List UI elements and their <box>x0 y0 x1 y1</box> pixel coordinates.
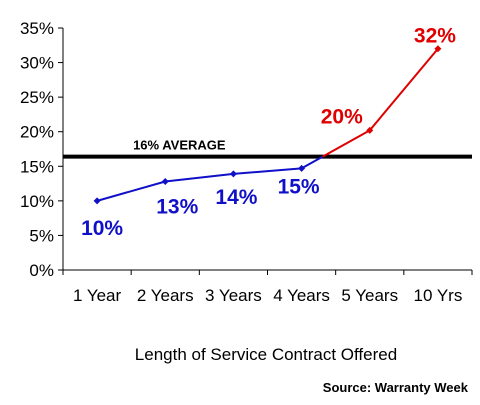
series-segment <box>301 155 324 170</box>
average-label: 16% AVERAGE <box>133 138 226 153</box>
y-tick-label: 10% <box>20 192 54 211</box>
data-label: 32% <box>414 25 456 48</box>
y-tick-label: 0% <box>29 261 54 280</box>
x-axis-title: Length of Service Contract Offered <box>135 345 397 364</box>
x-tick-label: 3 Years <box>205 286 262 305</box>
y-tick-label: 25% <box>20 88 54 107</box>
series-segment <box>96 180 166 202</box>
data-label: 10% <box>81 217 123 240</box>
series-segment <box>165 172 234 183</box>
data-point <box>298 164 306 172</box>
x-tick-label: 1 Year <box>73 286 122 305</box>
y-tick-label: 5% <box>29 226 54 245</box>
data-point <box>161 177 169 185</box>
data-point <box>93 197 101 205</box>
x-tick-label: 10 Yrs <box>414 286 463 305</box>
x-tick-label: 2 Years <box>137 286 194 305</box>
y-tick-label: 15% <box>20 157 54 176</box>
data-labels: 10% 13% 14% 15% 20% 32% <box>81 25 456 240</box>
data-label: 14% <box>215 186 257 209</box>
y-tick-label: 20% <box>20 123 54 142</box>
x-axis: 1 Year 2 Years 3 Years 4 Years 5 Years 10 Yrs <box>62 269 473 305</box>
average-line-group: 16% AVERAGE <box>63 138 472 159</box>
x-tick-label: 4 Years <box>273 286 330 305</box>
y-tick-label: 30% <box>20 54 54 73</box>
data-point <box>366 126 374 134</box>
series-segment <box>233 167 302 175</box>
data-label: 13% <box>156 195 198 218</box>
series-line <box>93 45 442 205</box>
data-label: 20% <box>321 105 363 128</box>
data-label: 15% <box>278 175 320 198</box>
series-segment <box>322 129 371 158</box>
x-tick-label: 5 Years <box>341 286 398 305</box>
series-segment <box>368 48 439 131</box>
source-note: Source: Warranty Week <box>323 380 469 395</box>
y-axis: 0% 5% 10% 15% 20% 25% 30% 35% <box>20 19 64 280</box>
y-tick-label: 35% <box>20 19 54 38</box>
data-point <box>229 170 237 178</box>
data-point <box>434 45 442 53</box>
